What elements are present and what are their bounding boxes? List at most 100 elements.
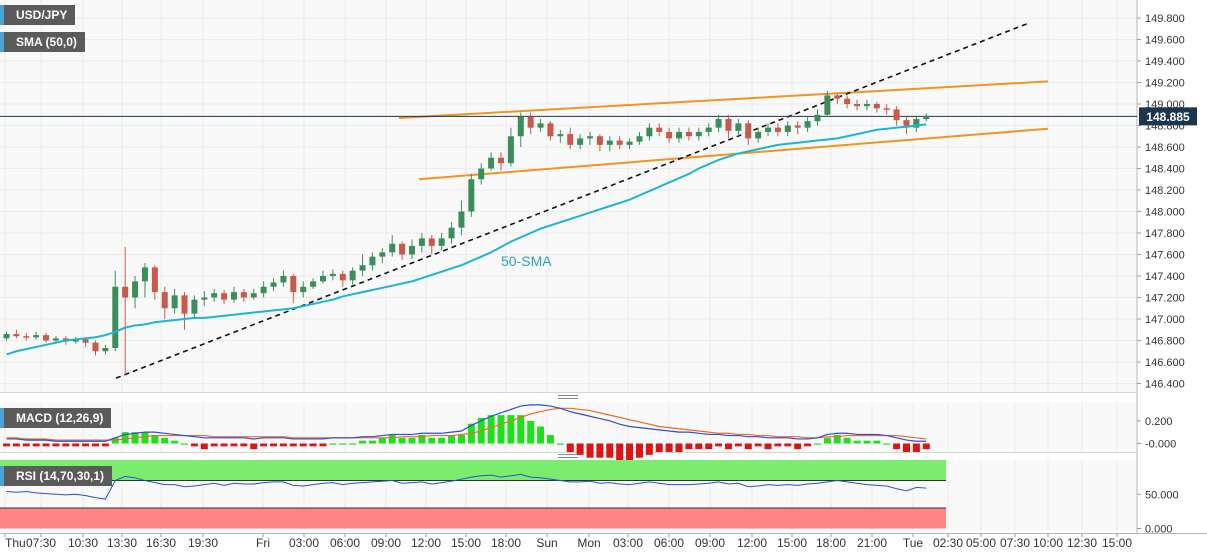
macd-histogram-bar <box>52 443 60 447</box>
candle-body <box>280 276 287 283</box>
macd-histogram-bar <box>606 443 614 458</box>
candle-body <box>191 299 198 314</box>
candle-body <box>132 281 139 298</box>
candle-body <box>43 335 50 341</box>
macd-histogram-bar <box>922 443 930 450</box>
macd-histogram-bar <box>685 443 693 450</box>
macd-histogram-bar <box>121 432 129 444</box>
candle-body <box>715 119 722 128</box>
upper-channel-line <box>398 80 1049 119</box>
macd-histogram-bar <box>190 443 198 447</box>
macd-histogram-bar <box>448 434 456 444</box>
candle-body <box>745 123 752 139</box>
candle-body <box>873 104 880 109</box>
candle-body <box>774 127 781 132</box>
macd-histogram-bar <box>418 434 426 444</box>
candle-body <box>498 157 504 164</box>
candle-body <box>666 131 673 139</box>
macd-histogram-bar <box>873 440 881 444</box>
candle-body <box>211 293 218 298</box>
candle-body <box>794 125 801 128</box>
x-tick-label: 07:30 <box>1000 536 1030 550</box>
candle-body <box>557 134 564 137</box>
candle-body <box>596 136 603 145</box>
candle-body <box>82 339 89 343</box>
macd-histogram-bar <box>527 420 535 444</box>
macd-histogram-bar <box>141 432 149 444</box>
macd-histogram-bar <box>883 443 891 445</box>
candle-body <box>517 116 524 137</box>
macd-histogram-bar <box>902 443 910 453</box>
candle-body <box>112 286 119 349</box>
y-tick-label: 149.400 <box>1145 56 1185 68</box>
candle-body <box>567 134 574 145</box>
candle-body <box>92 342 99 352</box>
candle-body <box>310 281 317 287</box>
macd-histogram-bar <box>912 443 920 453</box>
x-tick-label: 03:00 <box>289 536 319 550</box>
candle-body <box>844 98 851 104</box>
y-tick-label: 149.200 <box>1145 78 1185 90</box>
candle-body <box>824 95 831 115</box>
candle-body <box>171 295 178 309</box>
macd-histogram-bar <box>626 443 634 461</box>
candle-body <box>478 168 485 180</box>
macd-histogram-bar <box>161 437 169 444</box>
candle-body <box>13 334 20 337</box>
macd-histogram-bar <box>497 415 505 444</box>
candle-body <box>240 292 247 298</box>
macd-histogram-bar <box>794 443 802 450</box>
candle-body <box>290 276 297 293</box>
candle-body <box>923 115 930 120</box>
x-tick-label: 15:00 <box>451 536 481 550</box>
y-tick-label: 148.600 <box>1145 142 1185 154</box>
macd-histogram-bar <box>72 443 80 447</box>
rsi-indicator-label[interactable]: RSI (14,70,30,1) <box>0 466 113 486</box>
sma-indicator-label[interactable]: SMA (50,0) <box>0 32 85 52</box>
candle-body <box>230 292 237 300</box>
candle-body <box>903 120 910 128</box>
candle-body <box>646 127 653 137</box>
candle-body <box>181 295 188 314</box>
candle-body <box>913 119 920 128</box>
candle-body <box>438 238 445 246</box>
macd-histogram-bar <box>388 434 396 444</box>
candle-body <box>319 276 326 282</box>
x-tick-label: 15:00 <box>777 536 807 550</box>
x-tick-label: 18:00 <box>491 536 521 550</box>
macd-histogram-bar <box>349 443 357 445</box>
macd-histogram-bar <box>250 443 258 450</box>
candle-body <box>685 131 692 137</box>
candle-body <box>270 282 277 287</box>
macd-histogram-bar <box>181 443 189 445</box>
macd-histogram-bar <box>309 443 317 447</box>
candle-body <box>408 245 415 255</box>
symbol-label[interactable]: USD/JPY <box>0 5 76 25</box>
rsi-y-tick-label: 50.000 <box>1145 489 1179 501</box>
macd-histogram-bar <box>32 443 40 447</box>
macd-histogram-bar <box>655 443 663 453</box>
candle-body <box>765 127 772 132</box>
candle-body <box>863 104 870 107</box>
macd-indicator-label[interactable]: MACD (12,26,9) <box>0 408 112 428</box>
macd-histogram-bar <box>368 440 376 444</box>
macd-histogram-bar <box>813 443 821 445</box>
x-tick-label: 21:00 <box>857 536 887 550</box>
y-tick-label: 147.400 <box>1145 271 1185 283</box>
macd-histogram-bar <box>537 426 545 444</box>
x-tick-label: 06:00 <box>330 536 360 550</box>
price-panel-background <box>0 0 1137 392</box>
y-tick-label: 149.600 <box>1145 35 1185 47</box>
candle-body <box>399 243 406 255</box>
macd-histogram-bar <box>715 443 723 447</box>
candle-body <box>735 123 742 131</box>
macd-histogram-bar <box>784 443 792 447</box>
macd-histogram-bar <box>487 415 495 444</box>
macd-histogram-bar <box>695 443 703 450</box>
macd-histogram-bar <box>171 440 179 444</box>
macd-histogram-bar <box>863 440 871 444</box>
macd-histogram-bar <box>724 443 732 450</box>
x-tick-label: 12:00 <box>411 536 441 550</box>
candle-body <box>587 136 594 139</box>
candle-body <box>428 238 435 246</box>
